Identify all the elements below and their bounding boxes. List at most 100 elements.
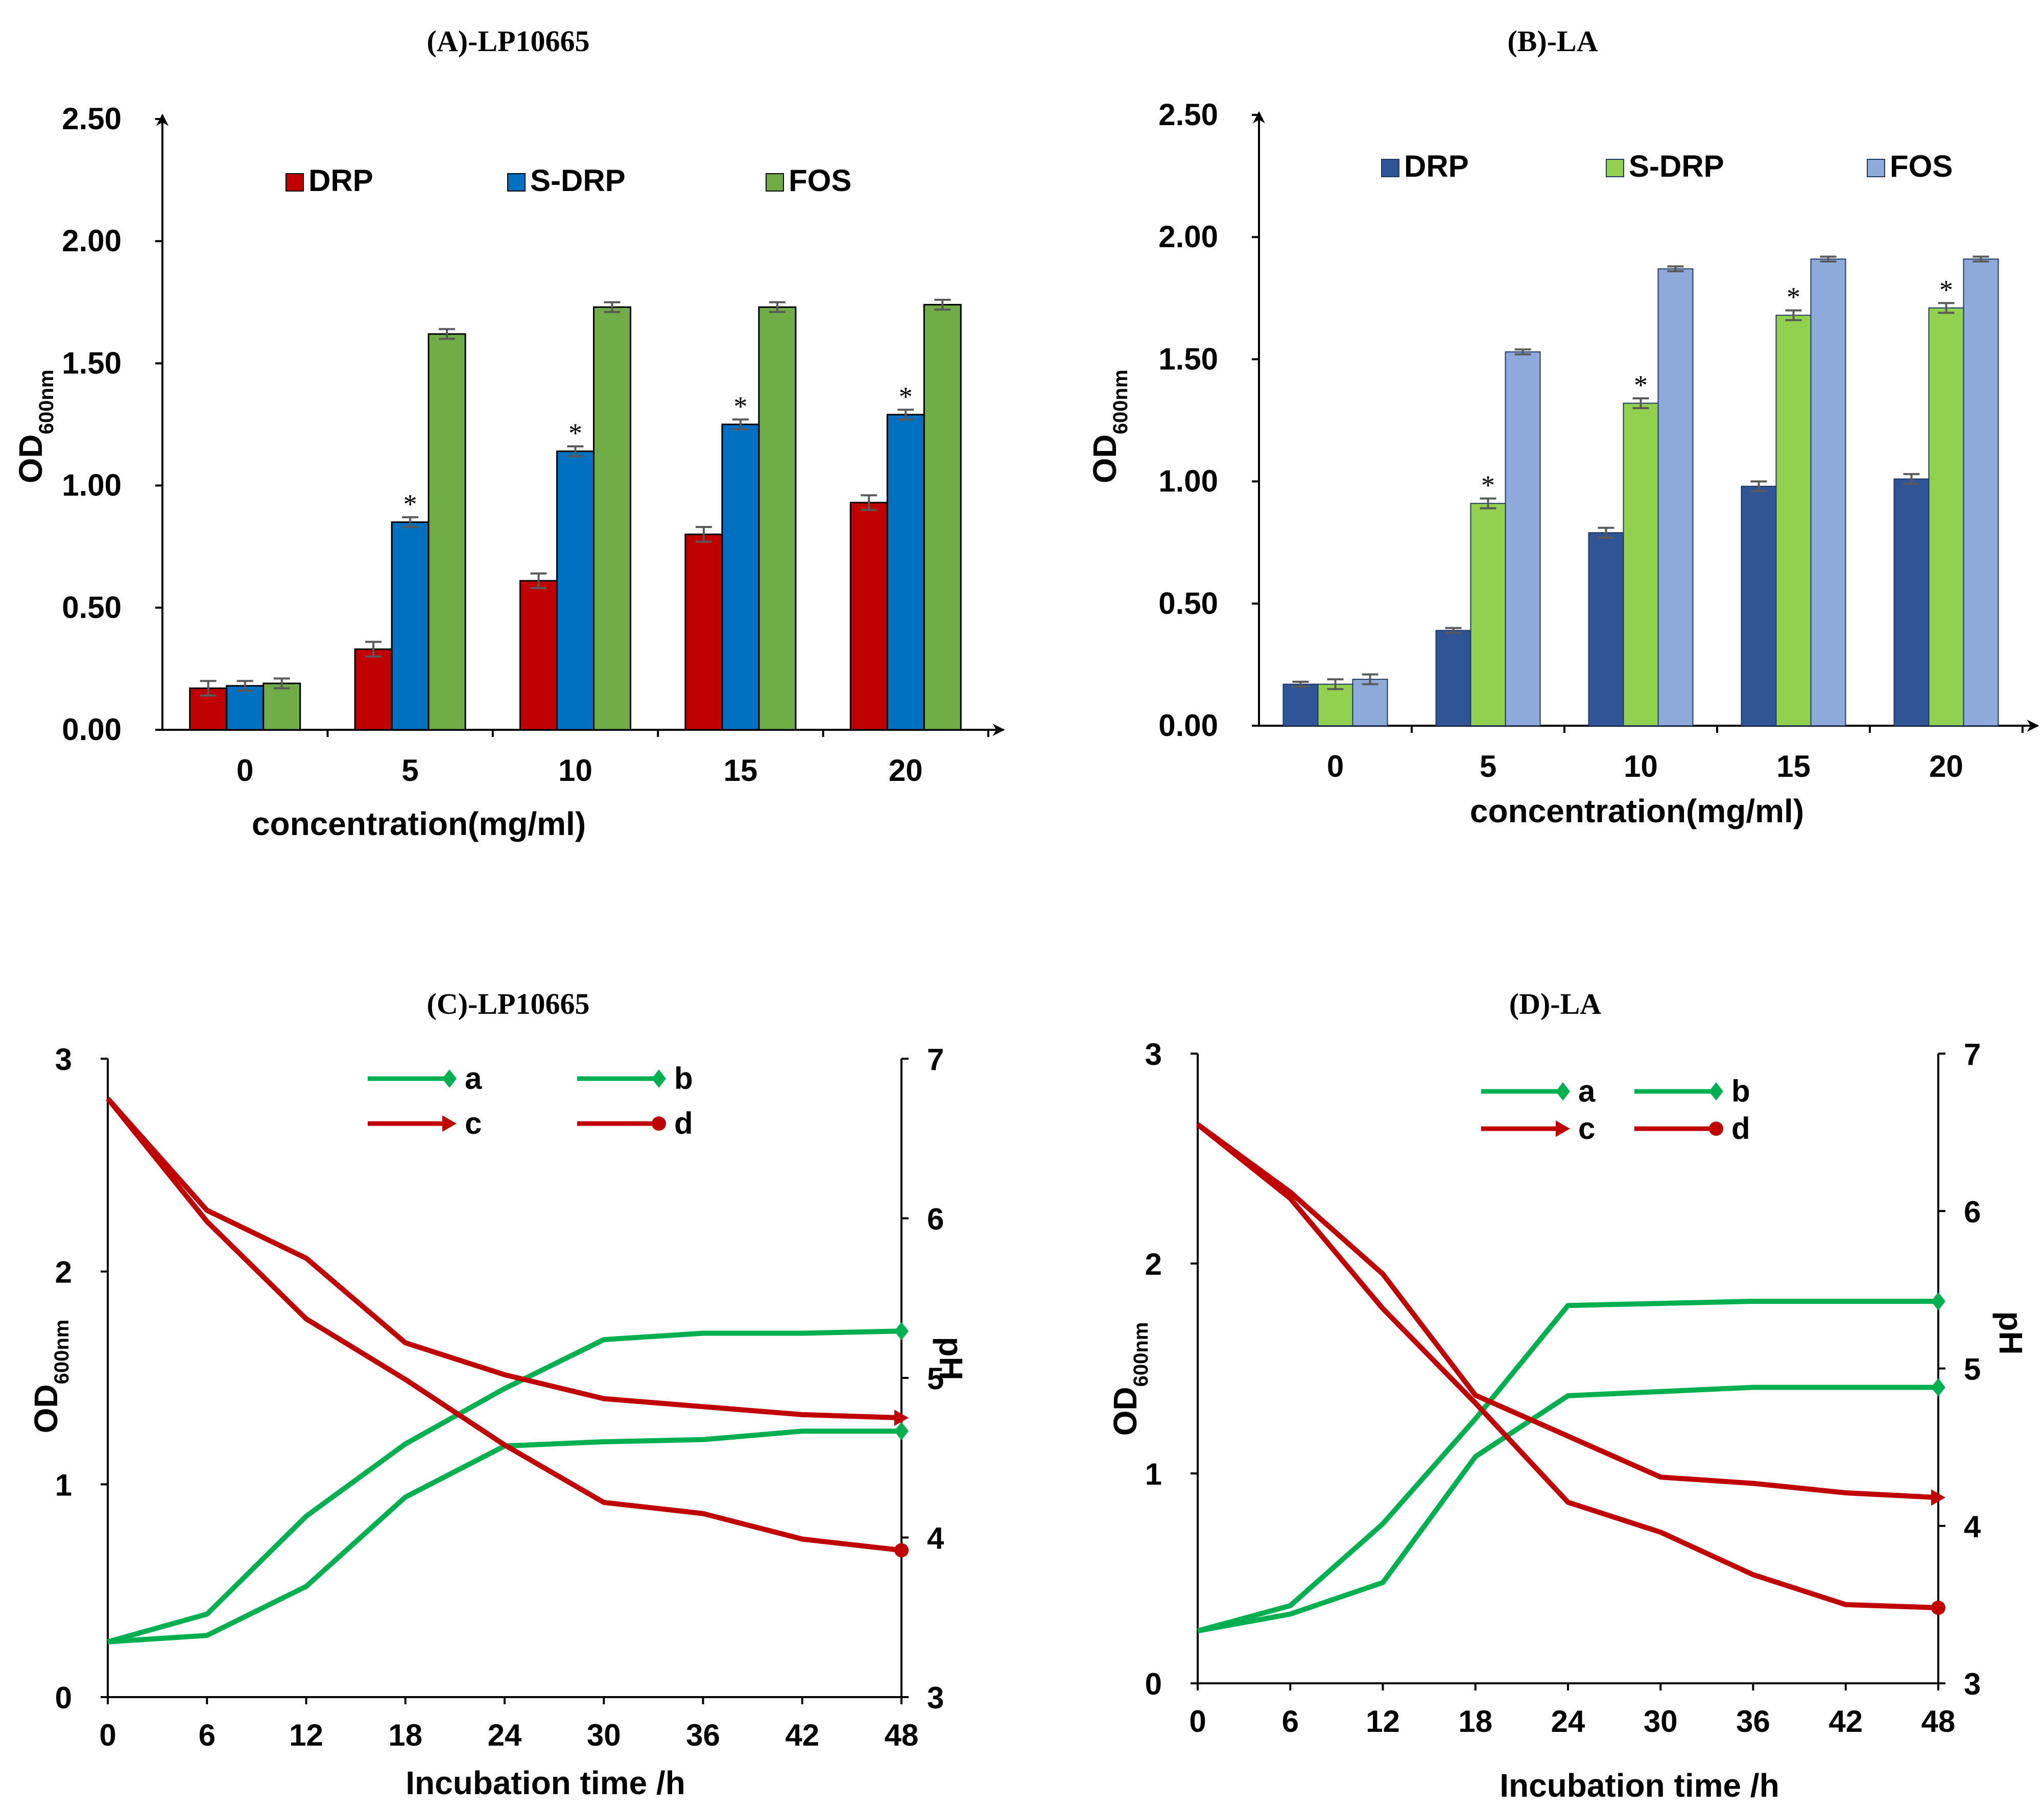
x-tick-label: 20 xyxy=(1929,749,1963,783)
x-tick-label: 15 xyxy=(724,753,758,788)
y2-axis-title: pH xyxy=(933,1337,969,1380)
x-tick-label: 24 xyxy=(488,1718,522,1752)
legend-label: d xyxy=(1731,1111,1750,1146)
bar xyxy=(1352,679,1388,726)
series-line xyxy=(106,1097,902,1553)
x-tick-label: 36 xyxy=(1736,1704,1770,1738)
bar xyxy=(758,306,797,731)
series-marker xyxy=(652,1069,666,1088)
y2-tick-label: 3 xyxy=(1964,1667,1981,1701)
legend-label: b xyxy=(1731,1074,1750,1108)
x-tick-label: 48 xyxy=(885,1718,919,1752)
y-axis-title: OD600nm xyxy=(12,370,58,484)
y-tick-label: 1 xyxy=(1145,1457,1162,1491)
series-marker xyxy=(1556,1082,1570,1101)
bar xyxy=(226,685,265,731)
panel-c-chart: (C)-LP10665 OD600nm pH Incubation time /… xyxy=(28,987,969,1801)
bar xyxy=(721,423,760,731)
x-tick-label: 18 xyxy=(1458,1704,1492,1738)
bar xyxy=(391,521,430,731)
y2-tick-label: 5 xyxy=(1964,1352,1981,1387)
significance-star: * xyxy=(733,391,747,421)
panel-d-chart: (D)-LA OD600nm pH Incubation time /h 012… xyxy=(1107,987,2029,1804)
series-marker xyxy=(652,1116,666,1131)
x-axis-title: Incubation time /h xyxy=(406,1765,685,1801)
bar xyxy=(1588,532,1624,726)
significance-star: * xyxy=(403,489,417,519)
panel-a-chart: (A)-LP10665 OD600nm concentration(mg/ml)… xyxy=(12,25,1005,842)
y2-tick-label: 5 xyxy=(927,1362,944,1396)
y-tick-label: 2.50 xyxy=(62,102,122,136)
x-tick-label: 0 xyxy=(99,1718,116,1752)
y-axis-title: OD600nm xyxy=(1086,370,1132,484)
series-line xyxy=(107,1328,902,1645)
y-tick-label: 1 xyxy=(55,1468,72,1502)
y-tick-label: 2.50 xyxy=(1158,98,1218,132)
series-marker xyxy=(894,1543,909,1558)
bar xyxy=(1963,258,1999,727)
bar xyxy=(354,648,393,731)
x-tick-label: 5 xyxy=(1480,749,1496,783)
y-tick-label: 3 xyxy=(55,1042,72,1077)
y-tick-label: 1.00 xyxy=(62,468,122,503)
y2-axis-title: pH xyxy=(1992,1311,2029,1354)
x-tick-label: 0 xyxy=(1189,1704,1206,1738)
legend-label: S-DRP xyxy=(1629,149,1724,183)
series-marker xyxy=(1709,1122,1723,1136)
panel-b-chart: (B)-LA OD600nm concentration(mg/ml) 0.00… xyxy=(1086,25,2039,829)
x-tick-label: 12 xyxy=(1366,1704,1400,1738)
series-line xyxy=(106,1097,902,1421)
x-tick-label: 0 xyxy=(236,753,253,788)
y2-tick-label: 4 xyxy=(1964,1510,1981,1544)
x-tick-label: 12 xyxy=(289,1718,323,1752)
y2-tick-label: 6 xyxy=(1964,1195,1981,1229)
bar xyxy=(1657,268,1694,726)
y-tick-label: 3 xyxy=(1145,1037,1162,1071)
series-marker xyxy=(1556,1121,1570,1137)
bar xyxy=(1810,258,1846,727)
series-marker xyxy=(1931,1601,1945,1615)
legend-swatch xyxy=(766,173,784,192)
y-tick-label: 0.00 xyxy=(1158,708,1218,743)
x-tick-label: 5 xyxy=(401,753,418,788)
y-tick-label: 0.50 xyxy=(62,590,122,625)
bar xyxy=(886,414,925,731)
bar xyxy=(1505,351,1541,726)
x-tick-label: 6 xyxy=(1282,1704,1299,1738)
y2-tick-label: 3 xyxy=(927,1681,944,1715)
bar xyxy=(849,502,888,731)
x-tick-label: 48 xyxy=(1921,1704,1956,1738)
x-tick-label: 30 xyxy=(1644,1704,1678,1738)
y-tick-label: 1.00 xyxy=(1158,464,1218,498)
legend-swatch xyxy=(286,173,304,192)
bar xyxy=(1893,478,1930,726)
y-axis-title: OD600nm xyxy=(1107,1322,1152,1436)
bar xyxy=(556,450,595,731)
y-tick-label: 0.00 xyxy=(62,712,122,747)
chart-title: (A)-LP10665 xyxy=(427,25,590,58)
series-marker xyxy=(894,1422,909,1441)
bar xyxy=(593,306,631,731)
x-tick-label: 15 xyxy=(1776,749,1811,783)
y-tick-label: 0 xyxy=(1145,1667,1162,1701)
x-tick-label: 42 xyxy=(1828,1704,1863,1738)
x-tick-label: 30 xyxy=(587,1718,621,1752)
legend-label: FOS xyxy=(789,163,851,198)
x-tick-label: 10 xyxy=(1624,749,1658,783)
bar xyxy=(1775,315,1812,726)
bar xyxy=(1317,683,1353,726)
x-tick-label: 10 xyxy=(558,753,592,788)
series-line xyxy=(1196,1122,1939,1500)
bar xyxy=(1435,630,1471,726)
legend-label: DRP xyxy=(308,163,373,198)
y2-tick-label: 7 xyxy=(927,1042,944,1077)
x-axis-title: Incubation time /h xyxy=(1500,1767,1779,1804)
bar xyxy=(1623,402,1659,726)
legend-label: c xyxy=(1578,1111,1595,1146)
legend-label: DRP xyxy=(1404,149,1469,183)
bar xyxy=(923,304,962,731)
x-tick-label: 42 xyxy=(785,1718,819,1752)
x-tick-label: 18 xyxy=(388,1718,422,1752)
bar xyxy=(263,682,301,731)
